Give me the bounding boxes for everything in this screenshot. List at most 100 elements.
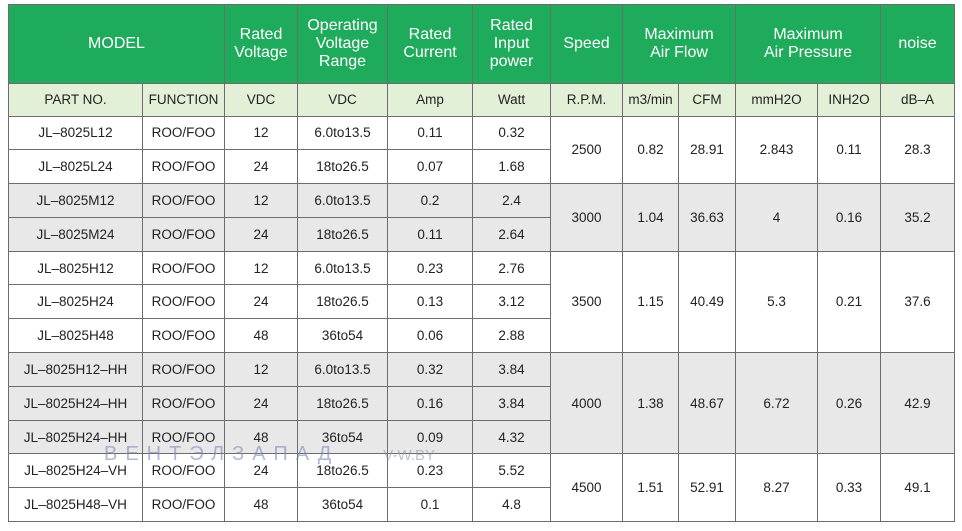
group-cell-mmh2o: 8.27 (735, 453, 818, 522)
cell-voltage: 12 (224, 183, 298, 218)
cell-power: 2.88 (472, 318, 551, 354)
group-cell-inh2o: 0.21 (817, 250, 881, 354)
group-cell-inh2o: 0.26 (817, 352, 881, 455)
cell-power: 0.32 (472, 115, 551, 151)
cell-function: ROO/FOO (142, 352, 225, 387)
table-row: JL–8025L12 ROO/FOO 12 6.0to13.5 0.11 0.32 2500… (8, 115, 955, 185)
table-row: JL–8025H48–VH ROO/FOO 48 36to54 0.1 4.8 (8, 487, 955, 522)
cell-range: 6.0to13.5 (297, 352, 388, 387)
group-cell-cfm: 52.91 (678, 453, 736, 522)
cell-part: JL–8025H48–VH (8, 487, 143, 522)
cell-function: ROO/FOO (142, 250, 225, 286)
cell-range: 6.0to13.5 (297, 115, 388, 151)
unit-voltage: VDC (224, 82, 298, 117)
cell-current: 0.16 (387, 385, 473, 421)
cell-function: ROO/FOO (142, 284, 225, 320)
group-cell-m3min: 1.04 (622, 183, 679, 252)
group-cell-noise: 37.6 (880, 250, 955, 354)
cell-range: 18to26.5 (297, 216, 388, 252)
cell-current: 0.11 (387, 115, 473, 151)
group-cell-m3min: 0.82 (622, 115, 679, 185)
group-cell-inh2o: 0.11 (817, 115, 881, 185)
cell-part: JL–8025H12–HH (8, 352, 143, 387)
cell-power: 4.32 (472, 419, 551, 455)
cell-range: 18to26.5 (297, 284, 388, 320)
cell-part: JL–8025H48 (8, 318, 143, 354)
group-cell-cfm: 28.91 (678, 115, 736, 185)
group-cell-inh2o: 0.33 (817, 453, 881, 522)
cell-part: JL–8025H24–VH (8, 453, 143, 489)
group-cell-mmh2o: 4 (735, 183, 818, 252)
unit-speed: R.P.M. (550, 82, 623, 117)
cell-part: JL–8025H24–HH (8, 419, 143, 455)
table-row: JL–8025H12 ROO/FOO 12 6.0to13.5 0.23 2.76 3500… (8, 250, 955, 354)
cell-voltage: 24 (224, 216, 298, 252)
unit-noise: dB–A (880, 82, 955, 117)
cell-power: 5.52 (472, 453, 551, 489)
group-cell-rpm: 3500 (550, 250, 623, 354)
cell-current: 0.09 (387, 419, 473, 455)
cell-current: 0.32 (387, 352, 473, 387)
cell-part: JL–8025M12 (8, 183, 143, 218)
cell-function: ROO/FOO (142, 318, 225, 354)
cell-range: 36to54 (297, 318, 388, 354)
unit-flow-m3min: m3/min (622, 82, 679, 117)
cell-voltage: 12 (224, 115, 298, 151)
header-rated-voltage: Rated Voltage (224, 4, 298, 84)
cell-current: 0.23 (387, 453, 473, 489)
group-cell-mmh2o: 5.3 (735, 250, 818, 354)
header-air-pressure: Maximum Air Pressure (735, 4, 881, 84)
table-row: JL–8025H24–VH ROO/FOO 24 18to26.5 0.23 5.52 45… (8, 453, 955, 522)
group-cell-noise: 28.3 (880, 115, 955, 185)
cell-part: JL–8025H24–HH (8, 385, 143, 421)
cell-part: JL–8025H12 (8, 250, 143, 286)
group-cell-m3min: 1.51 (622, 453, 679, 522)
cell-range: 6.0to13.5 (297, 250, 388, 286)
cell-power: 2.64 (472, 216, 551, 252)
group-cell-inh2o: 0.16 (817, 183, 881, 252)
cell-range: 36to54 (297, 419, 388, 455)
cell-function: ROO/FOO (142, 453, 225, 489)
header-speed: Speed (550, 4, 623, 84)
cell-current: 0.23 (387, 250, 473, 286)
header-noise: noise (880, 4, 955, 84)
table-row: JL–8025H12–HH ROO/FOO 12 6.0to13.5 0.32 3.84 4… (8, 352, 955, 455)
group-cell-cfm: 48.67 (678, 352, 736, 455)
cell-function: ROO/FOO (142, 487, 225, 522)
cell-function: ROO/FOO (142, 419, 225, 455)
cell-part: JL–8025H24 (8, 284, 143, 320)
cell-part: JL–8025M24 (8, 216, 143, 252)
cell-current: 0.07 (387, 149, 473, 185)
cell-voltage: 24 (224, 284, 298, 320)
cell-voltage: 24 (224, 149, 298, 185)
unit-function: FUNCTION (142, 82, 225, 117)
cell-current: 0.2 (387, 183, 473, 218)
cell-voltage: 48 (224, 318, 298, 354)
group-cell-m3min: 1.38 (622, 352, 679, 455)
cell-range: 36to54 (297, 487, 388, 522)
cell-current: 0.13 (387, 284, 473, 320)
unit-op-range: VDC (297, 82, 388, 117)
cell-voltage: 48 (224, 487, 298, 522)
cell-current: 0.1 (387, 487, 473, 522)
group-cell-cfm: 36.63 (678, 183, 736, 252)
cell-power: 2.76 (472, 250, 551, 286)
cell-power: 2.4 (472, 183, 551, 218)
header-operating-range: Operating Voltage Range (297, 4, 388, 84)
group-cell-noise: 35.2 (880, 183, 955, 252)
group-cell-noise: 42.9 (880, 352, 955, 455)
group-cell-mmh2o: 6.72 (735, 352, 818, 455)
group-cell-cfm: 40.49 (678, 250, 736, 354)
table-row: JL–8025M24 ROO/FOO 24 18to26.5 0.11 2.64 (8, 216, 955, 252)
cell-voltage: 12 (224, 250, 298, 286)
cell-power: 3.12 (472, 284, 551, 320)
cell-voltage: 24 (224, 453, 298, 489)
unit-current: Amp (387, 82, 473, 117)
cell-power: 4.8 (472, 487, 551, 522)
unit-part-no: PART NO. (8, 82, 143, 117)
header-model: MODEL (8, 4, 225, 84)
unit-flow-cfm: CFM (678, 82, 736, 117)
cell-current: 0.11 (387, 216, 473, 252)
table-row: JL–8025H24 ROO/FOO 24 18to26.5 0.13 3.12 (8, 284, 955, 320)
unit-inh2o: INH2O (817, 82, 881, 117)
